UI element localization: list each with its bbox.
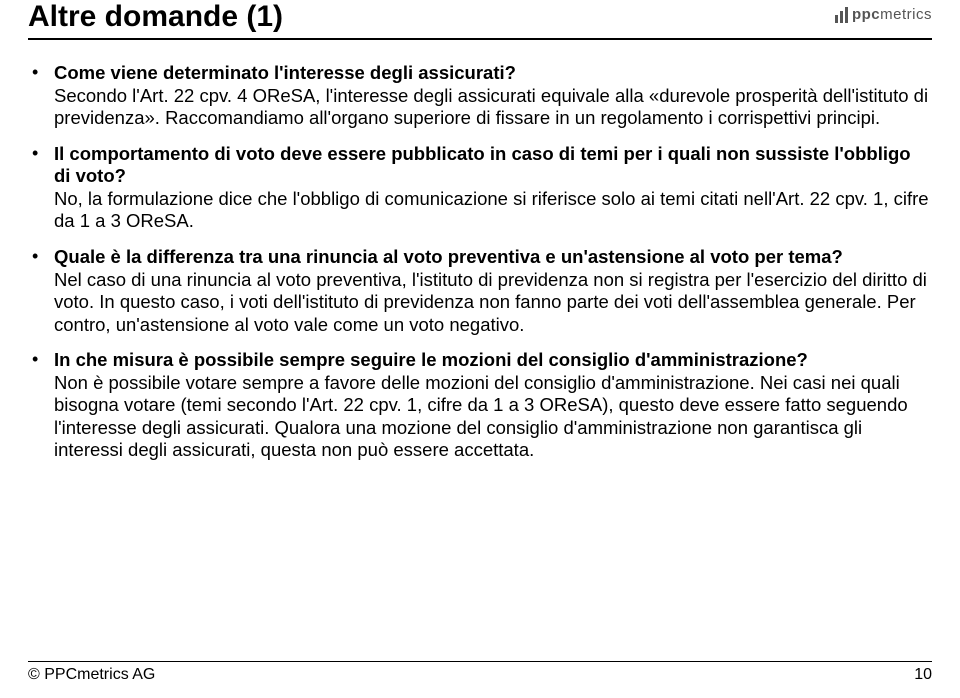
answer: Non è possibile votare sempre a favore d… [54,372,908,461]
list-item: In che misura è possibile sempre seguire… [28,349,932,462]
list-item: Il comportamento di voto deve essere pub… [28,143,932,233]
logo-bars-icon [835,7,848,23]
page-title: Altre domande (1) [28,0,283,34]
answer: Nel caso di una rinuncia al voto prevent… [54,269,927,335]
question: Il comportamento di voto deve essere pub… [54,143,911,187]
footer: © PPCmetrics AG 10 [28,661,932,684]
question: Quale è la differenza tra una rinuncia a… [54,246,843,267]
answer: Secondo l'Art. 22 cpv. 4 OReSA, l'intere… [54,85,928,129]
answer: No, la formulazione dice che l'obbligo d… [54,188,929,232]
copyright: © PPCmetrics AG [28,666,155,684]
header: Altre domande (1) ppcmetrics [28,0,932,40]
list-item: Quale è la differenza tra una rinuncia a… [28,246,932,336]
logo-text: ppcmetrics [852,6,932,23]
question: In che misura è possibile sempre seguire… [54,349,808,370]
question: Come viene determinato l'interesse degli… [54,62,516,83]
content: Come viene determinato l'interesse degli… [28,62,932,462]
faq-list: Come viene determinato l'interesse degli… [28,62,932,462]
logo: ppcmetrics [835,6,932,23]
list-item: Come viene determinato l'interesse degli… [28,62,932,130]
page-number: 10 [914,666,932,684]
